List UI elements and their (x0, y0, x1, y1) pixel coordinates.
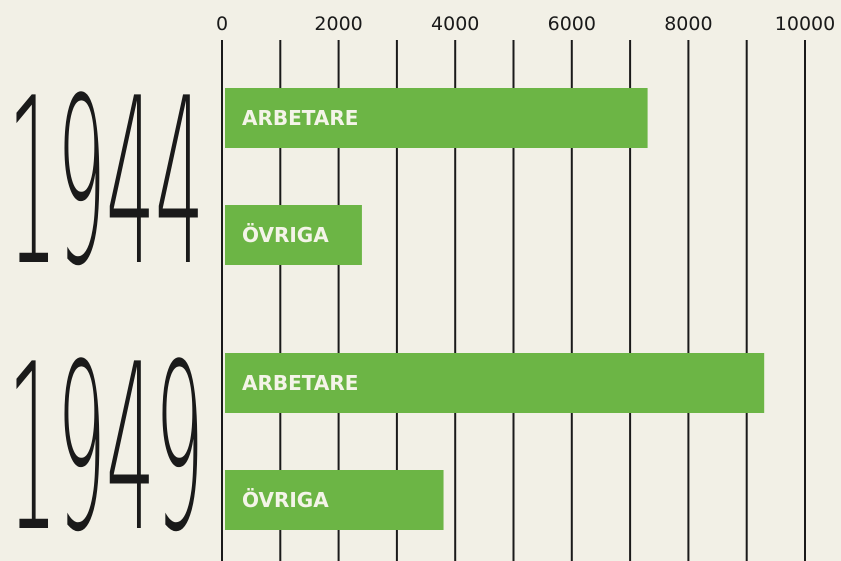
chart: 0 2000 4000 6000 8000 10000 1944 ARBETARE ÖVRIGA… (0, 0, 841, 561)
bar-label: ÖVRIGA (242, 488, 329, 512)
x-tick-label: 8000 (664, 13, 712, 35)
bar-label: ÖVRIGA (242, 223, 329, 247)
x-tick-label: 4000 (431, 13, 479, 35)
x-tick-label: 2000 (314, 13, 362, 35)
x-tick-label: 0 (216, 13, 228, 35)
bar-label: ARBETARE (242, 371, 358, 395)
x-tick-label: 10000 (775, 13, 835, 35)
group-label: 1944 (8, 50, 204, 317)
bar-label: ARBETARE (242, 106, 358, 130)
group-label: 1949 (8, 316, 204, 561)
x-tick-label: 6000 (548, 13, 596, 35)
